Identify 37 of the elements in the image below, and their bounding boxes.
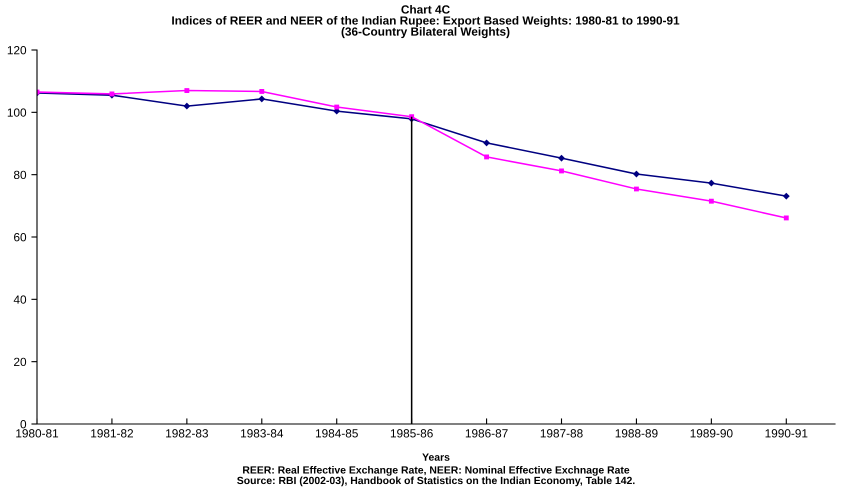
point — [708, 198, 714, 204]
point — [708, 180, 715, 186]
point — [184, 88, 190, 93]
x-axis-title: Years — [422, 454, 450, 461]
y-tick-label: 0 — [20, 420, 26, 428]
x-tick-label: 1986-87 — [466, 429, 508, 438]
point — [783, 193, 790, 200]
x-tick-label: 1984-85 — [316, 429, 358, 438]
x-tick-label: 1981-82 — [91, 429, 133, 438]
y-tick-label: 20 — [14, 358, 26, 366]
x-tick-label: 1987-88 — [540, 429, 583, 438]
point — [259, 89, 264, 94]
point — [334, 104, 340, 110]
y-tick-label: 80 — [14, 170, 26, 180]
y-tick-label: 40 — [14, 295, 26, 304]
point — [110, 92, 114, 96]
point — [484, 154, 490, 160]
point — [258, 96, 265, 102]
point — [483, 140, 490, 146]
point — [559, 168, 564, 174]
text: REER: Real Effective Exchange Rate, NEER: Nominal Effective Exchnage Rate Source: RBI (2002-03), Handbook of Statistics on the Indian Economy, Table 142. — [237, 466, 635, 486]
point — [784, 216, 789, 220]
chart-title: Chart 4C Indices of REER and NEER of the Indian Rupee: Export Based Weights: 1980-81 to 1990-91 (36-Country Bilateral Weights) — [172, 5, 680, 38]
x-tick-label: 1985-86 — [390, 429, 433, 438]
x-tick-label: 1982-83 — [166, 429, 208, 438]
y-tick-label: 100 — [8, 108, 26, 117]
point — [558, 155, 565, 162]
x-tick-label: 1989-90 — [690, 429, 733, 438]
x-tick-label: 1983-84 — [241, 429, 284, 438]
x-tick-label: 1990-91 — [766, 429, 808, 438]
point — [633, 170, 640, 178]
point — [634, 186, 639, 192]
y-tick-label: 60 — [14, 233, 26, 242]
x-tick-label: 1980-81 — [16, 429, 58, 438]
y-tick-label: 120 — [8, 46, 26, 54]
x-tick-label: 1988-89 — [616, 429, 658, 438]
point — [184, 102, 190, 110]
